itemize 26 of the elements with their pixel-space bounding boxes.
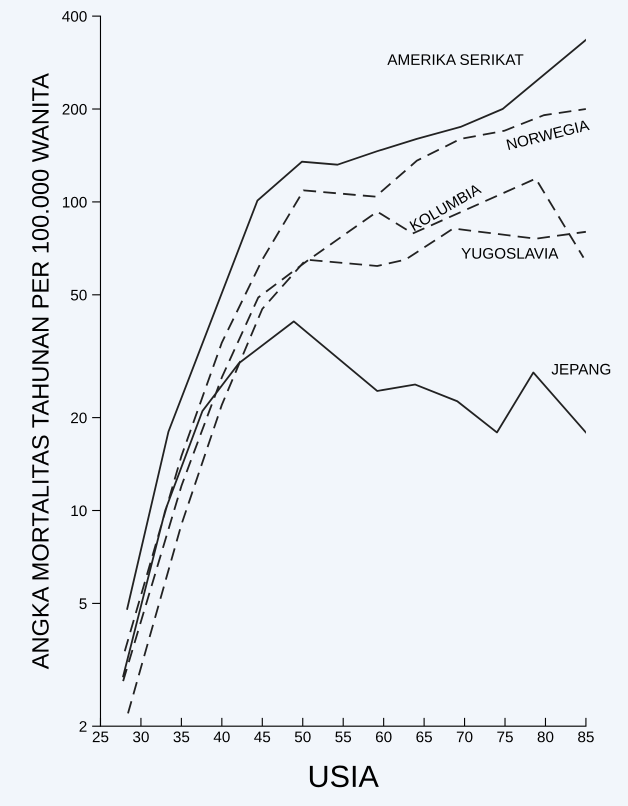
x-tick-label: 60 [376, 731, 392, 742]
x-tick-label: 55 [335, 732, 352, 742]
x-tick-label: 30 [133, 731, 149, 742]
x-tick-label: 50 [294, 731, 311, 742]
x-tick-label: 35 [173, 731, 190, 742]
y-tick-label: 100 [62, 196, 87, 208]
y-tick-label: 5 [79, 598, 87, 610]
y-tick-label: 10 [71, 505, 87, 516]
x-axis-title: USIA [310, 766, 379, 788]
x-tick-label: 80 [538, 731, 554, 742]
y-tick-label: 400 [62, 10, 87, 22]
y-tick-label: 2 [80, 721, 87, 732]
y-tick-label: 200 [62, 104, 87, 115]
y-axis-title: ANGKA MORTALITAS TAHUNAN PER 100.000 WANITA [32, 73, 49, 670]
x-tick-label: 45 [254, 732, 270, 742]
x-tick-label: 75 [497, 732, 513, 742]
series-label: AMERIKA SERIKAT [387, 54, 524, 66]
x-tick-label: 85 [578, 731, 594, 742]
x-tick-label: 70 [456, 731, 472, 742]
x-tick-label: 25 [92, 731, 108, 742]
x-tick-label: 65 [416, 731, 432, 742]
x-tick-label: 40 [214, 731, 230, 742]
series-label: JEPANG [552, 364, 610, 375]
y-tick-label: 50 [70, 290, 87, 300]
y-tick-label: 20 [71, 412, 87, 424]
series-label: YUGOSLAVIA [461, 248, 558, 259]
